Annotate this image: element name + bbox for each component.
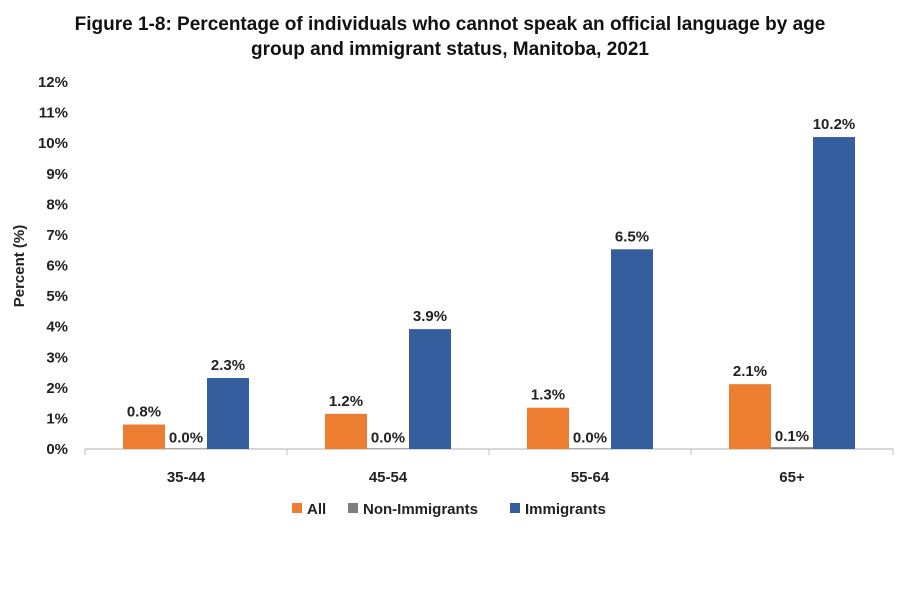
data-label: 1.2% xyxy=(329,393,363,410)
x-tick-label: 45-54 xyxy=(369,469,408,486)
legend-label: Non-Immigrants xyxy=(363,501,478,518)
bar-immigrants xyxy=(611,249,653,449)
y-tick-label: 6% xyxy=(46,258,68,275)
bar-non-immigrants xyxy=(569,448,611,449)
data-label: 2.3% xyxy=(211,357,245,374)
y-tick-label: 8% xyxy=(46,196,68,213)
y-tick-label: 2% xyxy=(46,380,68,397)
y-axis-label: Percent (%) xyxy=(11,225,28,308)
bar-non-immigrants xyxy=(165,448,207,449)
legend-swatch-0 xyxy=(292,503,302,513)
bar-all xyxy=(325,413,367,449)
y-tick-label: 12% xyxy=(38,74,68,91)
x-tick-label: 65+ xyxy=(779,469,805,486)
chart-title: Figure 1-8: Percentage of individuals wh… xyxy=(0,12,900,62)
data-label: 0.0% xyxy=(371,429,405,446)
data-label: 0.1% xyxy=(775,428,809,445)
data-label: 10.2% xyxy=(813,116,856,133)
bar-immigrants xyxy=(207,378,249,449)
bar-immigrants xyxy=(813,137,855,450)
y-tick-label: 9% xyxy=(46,166,68,183)
y-tick-label: 11% xyxy=(39,105,68,122)
bar-non-immigrants xyxy=(367,448,409,449)
legend-label: Immigrants xyxy=(525,501,606,518)
data-label: 0.0% xyxy=(169,429,203,446)
chart-title-line-2: group and immigrant status, Manitoba, 20… xyxy=(250,39,649,60)
x-tick-label: 35-44 xyxy=(167,469,206,486)
y-tick-label: 7% xyxy=(46,227,68,244)
legend-swatch-1 xyxy=(348,503,358,513)
bar-all xyxy=(527,407,569,449)
chart-title-line-1: Figure 1-8: Percentage of individuals wh… xyxy=(74,14,826,35)
bar-all xyxy=(123,424,165,449)
y-tick-label: 1% xyxy=(46,410,68,427)
data-label: 0.8% xyxy=(127,404,161,421)
bar-all xyxy=(729,384,771,449)
y-tick-label: 5% xyxy=(46,288,68,305)
data-label: 3.9% xyxy=(413,308,447,325)
legend-label: All xyxy=(307,501,326,518)
bar-non-immigrants xyxy=(771,447,813,449)
data-label: 6.5% xyxy=(615,228,649,245)
y-tick-label: 4% xyxy=(46,319,68,336)
y-tick-label: 10% xyxy=(38,135,68,152)
x-tick-label: 55-64 xyxy=(571,469,610,486)
y-tick-label: 3% xyxy=(46,349,68,366)
data-label: 0.0% xyxy=(573,429,607,446)
data-label: 1.3% xyxy=(531,387,565,404)
legend-swatch-2 xyxy=(510,503,520,513)
bar-immigrants xyxy=(409,329,451,449)
data-label: 2.1% xyxy=(733,363,767,380)
y-tick-label: 0% xyxy=(46,441,68,458)
